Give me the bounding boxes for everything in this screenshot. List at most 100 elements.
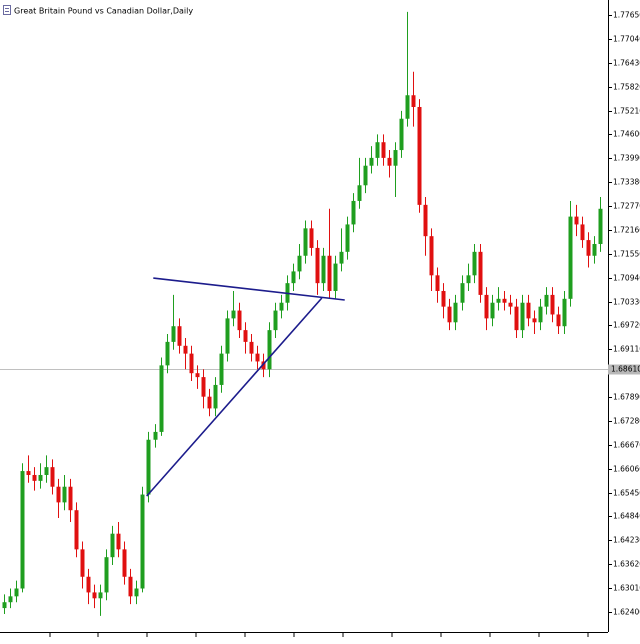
candle-body: [339, 251, 344, 264]
candle-body: [351, 200, 356, 225]
y-tick-label: 1.77650: [613, 11, 640, 20]
candle-body: [297, 255, 302, 272]
candle-body: [598, 208, 603, 245]
candle-body: [333, 263, 338, 291]
candle-body: [315, 247, 320, 284]
candle-body: [267, 330, 272, 370]
trendline: [146, 297, 323, 497]
y-tick-label: 1.77040: [613, 35, 640, 44]
candle-body: [44, 467, 49, 475]
y-tick-label: 1.67280: [613, 417, 640, 426]
candle-body: [140, 494, 145, 589]
candle-body: [225, 318, 230, 354]
candle-body: [110, 533, 115, 558]
candle-body: [357, 185, 362, 201]
candle-body: [189, 353, 194, 374]
candle-body: [490, 302, 495, 319]
y-tick-label: 1.70940: [613, 274, 640, 283]
candle-body: [50, 467, 55, 487]
trendline: [153, 277, 345, 301]
candle-body: [183, 345, 188, 354]
candle-body: [562, 298, 567, 327]
candle-body: [478, 251, 483, 295]
candle-body: [122, 549, 127, 577]
candle-body: [472, 251, 477, 276]
y-tick-label: 1.63620: [613, 560, 640, 569]
candle-body: [219, 353, 224, 385]
candle-body: [20, 471, 25, 589]
candle-body: [375, 142, 380, 158]
candle-body: [159, 365, 164, 432]
candle-body: [574, 216, 579, 225]
candle-body: [56, 486, 61, 503]
candle-body: [303, 228, 308, 256]
plot-area: [0, 11, 608, 616]
candle-body: [526, 302, 531, 319]
y-tick-label: 1.73380: [613, 178, 640, 187]
y-tick-label: 1.74600: [613, 130, 640, 139]
y-tick-label: 1.73990: [613, 154, 640, 163]
candle-body: [502, 298, 507, 303]
candle-body: [273, 310, 278, 331]
candle-body: [195, 373, 200, 378]
candle-body: [484, 294, 489, 319]
candle-body: [261, 361, 266, 370]
y-tick-label: 1.75210: [613, 107, 640, 116]
candle-body: [255, 353, 260, 362]
candle-body: [291, 271, 296, 284]
candle-body: [177, 326, 182, 346]
candle-body: [8, 596, 13, 603]
candle-body: [363, 165, 368, 186]
candle-body: [2, 602, 7, 609]
candle-body: [14, 588, 19, 597]
candle-body: [466, 275, 471, 284]
candle-body: [38, 474, 43, 481]
candle-body: [550, 294, 555, 315]
candle-body: [429, 236, 434, 276]
candle-body: [32, 474, 37, 481]
candle-body: [580, 224, 585, 241]
candle-body: [544, 294, 549, 307]
candle-body: [387, 157, 392, 166]
y-tick-label: 1.70330: [613, 298, 640, 307]
y-tick-label: 1.72160: [613, 226, 640, 235]
candle-body: [453, 302, 458, 323]
candle-body: [237, 310, 242, 331]
candle-body: [496, 298, 501, 303]
candle-body: [201, 377, 206, 397]
candle-body: [411, 95, 416, 107]
candle-body: [441, 290, 446, 307]
candle-body: [556, 314, 561, 327]
y-tick-label: 1.69110: [613, 345, 640, 354]
icon-frame: [3, 5, 11, 15]
candle-body: [538, 306, 543, 323]
candle-body: [309, 228, 314, 248]
candle-body: [243, 330, 248, 342]
candle-body: [592, 244, 597, 256]
chart-title: Great Britain Pound vs Canadian Dollar,D…: [14, 7, 193, 16]
y-tick-label: 1.72770: [613, 202, 640, 211]
y-tick-label: 1.66670: [613, 441, 640, 450]
candle-body: [568, 216, 573, 299]
x-axis-ticks: [49, 632, 589, 637]
y-tick-label: 1.67890: [613, 393, 640, 402]
candle-body: [327, 255, 332, 291]
candle-body: [146, 439, 151, 495]
candle-body: [86, 576, 91, 593]
candle-body: [345, 224, 350, 252]
candle-body: [460, 283, 465, 303]
y-tick-label: 1.75820: [613, 83, 640, 92]
candle-body: [321, 255, 326, 284]
candle-body: [104, 557, 109, 593]
y-tick-label: 1.71550: [613, 250, 640, 259]
bid-label: 1.68610: [611, 365, 640, 374]
bid-label-box: [608, 364, 640, 375]
candle-body: [92, 592, 97, 599]
candle-body: [514, 306, 519, 331]
candle-body: [68, 486, 73, 511]
candle-body: [508, 302, 513, 307]
y-tick-label: 1.62400: [613, 608, 640, 617]
y-tick-label: 1.63010: [613, 584, 640, 593]
